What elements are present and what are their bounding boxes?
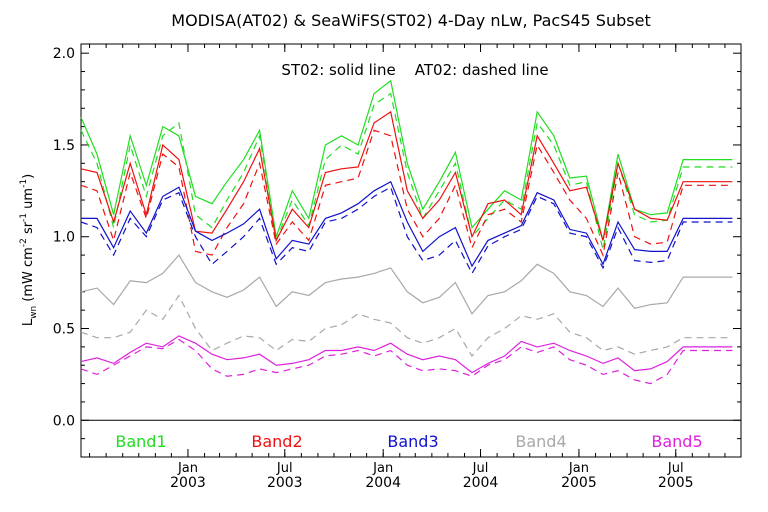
y-axis: 0.0 0.5 1.0 1.5 2.0 xyxy=(53,46,741,440)
legend-item-band1: Band1 xyxy=(115,432,166,451)
series-band3-st02 xyxy=(81,180,733,268)
y-tick-label: 2.0 xyxy=(53,46,75,62)
svg-text:Lwn (mW cm-2 sr-1 um-1): Lwn (mW cm-2 sr-1 um-1) xyxy=(19,174,39,326)
series-band3-at02 xyxy=(80,186,733,275)
series-band4-st02 xyxy=(80,254,733,315)
x-tick-label-year: 2005 xyxy=(561,475,597,491)
series-band4-at02 xyxy=(80,294,733,358)
plot-frame xyxy=(80,43,742,458)
series-band2-at02 xyxy=(80,129,733,258)
series-band1-st02 xyxy=(80,79,733,241)
x-tick-label-month: Jan xyxy=(568,461,589,476)
line-style-annotation: ST02: solid line AT02: dashed line xyxy=(281,61,548,79)
x-tick-label-year: 2005 xyxy=(658,475,694,491)
legend-item-band2: Band2 xyxy=(251,432,302,451)
series-band5-st02 xyxy=(80,335,733,374)
x-tick-label-year: 2003 xyxy=(170,475,206,491)
series-band5-at02 xyxy=(80,338,733,385)
series-band1-at02 xyxy=(80,92,733,250)
x-tick-label-month: Jul xyxy=(472,461,489,476)
series-band2-st02 xyxy=(80,110,733,243)
x-tick-label-month: Jul xyxy=(276,461,293,476)
x-tick-label-month: Jul xyxy=(667,461,684,476)
legend: Band1 Band2 Band3 Band4 Band5 xyxy=(115,432,702,451)
x-tick-label-year: 2004 xyxy=(463,475,499,491)
chart-title: MODISA(AT02) & SeaWiFS(ST02) 4-Day nLw, … xyxy=(171,11,650,30)
y-tick-label: 0.5 xyxy=(53,322,75,338)
y-axis-label: Lwn (mW cm-2 sr-1 um-1) xyxy=(19,174,39,326)
y-tick-label: 0.0 xyxy=(53,413,75,429)
x-axis: Jan2003Jul2003Jan2004Jul2004Jan2005Jul20… xyxy=(89,44,726,491)
x-tick-label-year: 2004 xyxy=(365,475,401,491)
y-tick-label: 1.5 xyxy=(53,138,75,154)
y-tick-label: 1.0 xyxy=(53,230,75,246)
legend-item-band5: Band5 xyxy=(651,432,702,451)
legend-item-band4: Band4 xyxy=(515,432,566,451)
legend-item-band3: Band3 xyxy=(387,432,438,451)
series-layer xyxy=(80,79,733,385)
x-tick-label-month: Jan xyxy=(177,461,198,476)
x-tick-label-year: 2003 xyxy=(267,475,303,491)
x-tick-label-month: Jan xyxy=(372,461,393,476)
